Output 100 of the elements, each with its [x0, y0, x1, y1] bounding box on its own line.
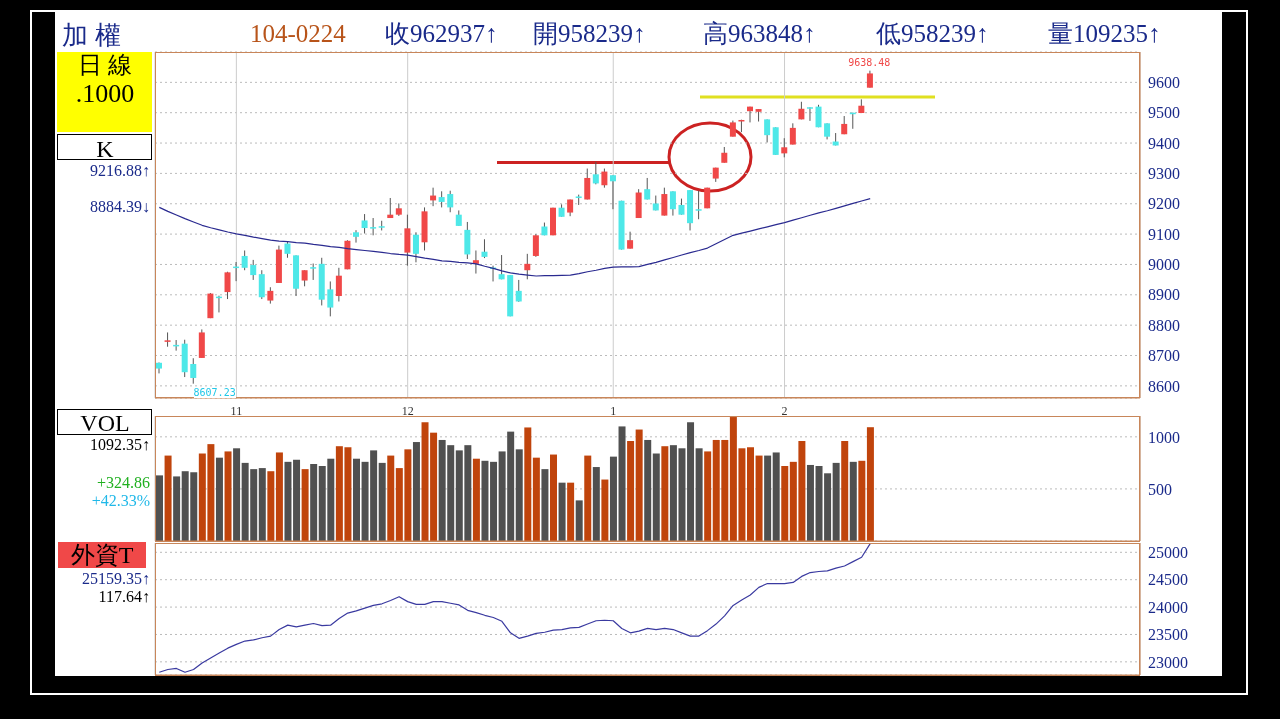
- candlestick: [592, 161, 599, 185]
- candlestick: [481, 238, 488, 259]
- bar: [841, 441, 849, 541]
- text: +324.86: [95, 474, 150, 492]
- x-tick-label: 2: [781, 403, 788, 418]
- candlestick: [156, 361, 162, 374]
- candlestick: [661, 187, 668, 217]
- bar: [490, 461, 498, 541]
- bar: [575, 500, 583, 541]
- y-tick-label: 8900: [1148, 286, 1180, 304]
- y-tick-label: 8800: [1148, 316, 1180, 334]
- bar: [609, 456, 617, 541]
- candlestick: [447, 190, 454, 213]
- candlestick: [627, 231, 634, 250]
- y-tick-label: 24500: [1148, 571, 1188, 589]
- bar: [258, 468, 266, 541]
- candlestick: [370, 217, 377, 236]
- candlestick: [764, 118, 771, 143]
- y-tick-label: 23000: [1148, 653, 1188, 671]
- y-tick-label: 9200: [1148, 195, 1180, 213]
- candlestick: [164, 331, 171, 348]
- bar: [164, 455, 172, 541]
- y-tick-label: 9400: [1148, 134, 1180, 152]
- candlestick: [609, 174, 616, 210]
- text: K: [60, 136, 150, 163]
- line-series: [158, 198, 871, 277]
- text: 低958239↑: [876, 20, 989, 48]
- bar: [301, 469, 309, 541]
- y-tick-label: 9600: [1148, 74, 1180, 92]
- x-tick-label: 1: [610, 403, 617, 418]
- candlestick: [781, 137, 788, 158]
- x-tick-label: 12: [401, 403, 414, 418]
- bar: [687, 422, 695, 541]
- candlestick: [515, 279, 522, 303]
- text: 25159.35↑: [81, 570, 150, 588]
- y-tick-label: 9000: [1148, 256, 1180, 274]
- bar: [635, 429, 643, 541]
- bar: [781, 466, 789, 541]
- candlestick: [532, 233, 539, 258]
- text: .1000: [74, 79, 136, 109]
- bar: [858, 460, 866, 541]
- y-tick-label: 8600: [1148, 377, 1180, 395]
- candlestick: [190, 357, 197, 385]
- candlestick: [524, 253, 531, 280]
- bar: [618, 426, 626, 541]
- text: 收962937↑: [385, 20, 498, 48]
- text: 量109235↑: [1048, 20, 1161, 48]
- bar: [412, 442, 420, 541]
- y-tick-label: 1000: [1148, 428, 1180, 446]
- y-tick-label: 23500: [1148, 626, 1188, 644]
- candlestick: [241, 249, 248, 271]
- bar: [567, 482, 575, 541]
- bar: [695, 448, 703, 541]
- bar: [644, 439, 652, 541]
- bar: [772, 452, 780, 541]
- bar: [173, 476, 181, 541]
- chart-title: 加 權: [62, 20, 121, 52]
- y-tick-label: 9500: [1148, 104, 1180, 122]
- bar: [541, 469, 549, 541]
- bar: [524, 427, 532, 541]
- candlestick: [584, 168, 591, 201]
- text: VOL: [60, 410, 150, 437]
- y-tick-label: 8700: [1148, 347, 1180, 365]
- y-tick-label: 9300: [1148, 165, 1180, 183]
- text: 104-0224: [250, 20, 346, 48]
- bar: [627, 441, 635, 541]
- bar: [532, 457, 540, 541]
- text: 開958239↑: [533, 20, 646, 48]
- bar: [353, 458, 360, 541]
- bar: [652, 453, 660, 541]
- text: +42.33%: [90, 492, 150, 510]
- bar: [849, 461, 857, 541]
- text: 8884.39↓: [89, 198, 150, 216]
- candlestick: [353, 229, 359, 244]
- candlestick: [695, 190, 702, 220]
- candlestick: [412, 231, 419, 263]
- y-tick-label: 500: [1148, 480, 1172, 498]
- text: 高963848↑: [703, 20, 816, 48]
- bar: [806, 464, 814, 541]
- bar: [704, 451, 712, 541]
- candlestick: [258, 269, 265, 300]
- text: 117.64↑: [97, 588, 150, 606]
- candlestick: [250, 259, 257, 281]
- bar: [233, 448, 241, 541]
- bar: [601, 479, 609, 541]
- bar: [215, 457, 223, 541]
- candlestick: [498, 254, 505, 280]
- text: 外資T: [58, 542, 146, 569]
- bar: [515, 449, 523, 541]
- bar: [481, 460, 489, 541]
- y-tick-label: 24000: [1148, 598, 1188, 616]
- candlestick: [361, 213, 368, 234]
- bar: [584, 455, 592, 541]
- candlestick: [601, 168, 608, 189]
- bar: [764, 455, 772, 541]
- bar: [661, 446, 669, 541]
- bar: [550, 454, 557, 541]
- bar: [284, 461, 292, 541]
- candlestick: [327, 280, 334, 317]
- candlestick: [669, 190, 676, 217]
